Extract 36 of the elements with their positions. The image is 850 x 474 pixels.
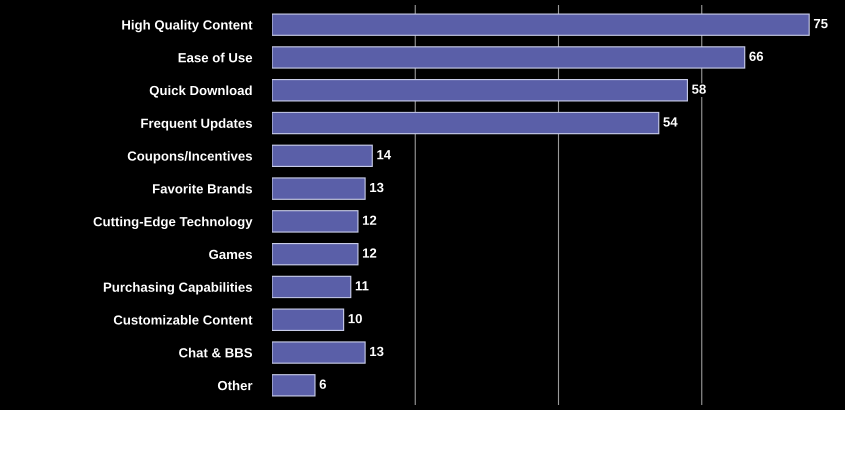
- data-label: 54: [663, 117, 678, 127]
- bar: [272, 13, 810, 36]
- y-tick-label: Quick Download: [150, 85, 252, 98]
- bar: [272, 276, 352, 298]
- data-label: 66: [749, 52, 764, 61]
- bar: [272, 341, 366, 364]
- data-label: 13: [370, 346, 384, 356]
- bar: [272, 79, 688, 102]
- data-label: 10: [348, 314, 362, 324]
- y-tick-label: Chat & BBS: [179, 348, 252, 358]
- data-label: 11: [356, 281, 369, 290]
- data-label: 58: [692, 84, 706, 94]
- y-tick-label: Games: [209, 250, 252, 260]
- bar: [272, 112, 660, 134]
- bar: [272, 374, 316, 397]
- y-tick-label: Coupons/Incentives: [128, 151, 252, 164]
- y-tick-label: High Quality Content: [122, 20, 252, 32]
- data-label: 75: [814, 19, 828, 28]
- data-label: 12: [362, 216, 376, 225]
- bar: [272, 177, 366, 200]
- bar: [272, 242, 359, 266]
- bar: [272, 210, 359, 233]
- y-tick-label: Other: [218, 380, 252, 390]
- y-tick-label: Frequent Updates: [141, 118, 252, 131]
- y-tick-label: Customizable Content: [114, 314, 252, 325]
- data-label: 13: [370, 182, 384, 192]
- y-tick-label: Purchasing Capabilities: [104, 282, 252, 295]
- data-label: 14: [377, 150, 392, 160]
- bar: [272, 46, 746, 69]
- data-label: 6: [320, 380, 326, 389]
- data-label: 12: [362, 248, 376, 258]
- y-tick-label: Ease of Use: [178, 52, 252, 62]
- bar: [272, 144, 373, 168]
- y-tick-label: Favorite Brands: [152, 184, 252, 194]
- y-tick-label: Cutting-Edge Technology: [94, 216, 252, 229]
- bar: [272, 308, 344, 331]
